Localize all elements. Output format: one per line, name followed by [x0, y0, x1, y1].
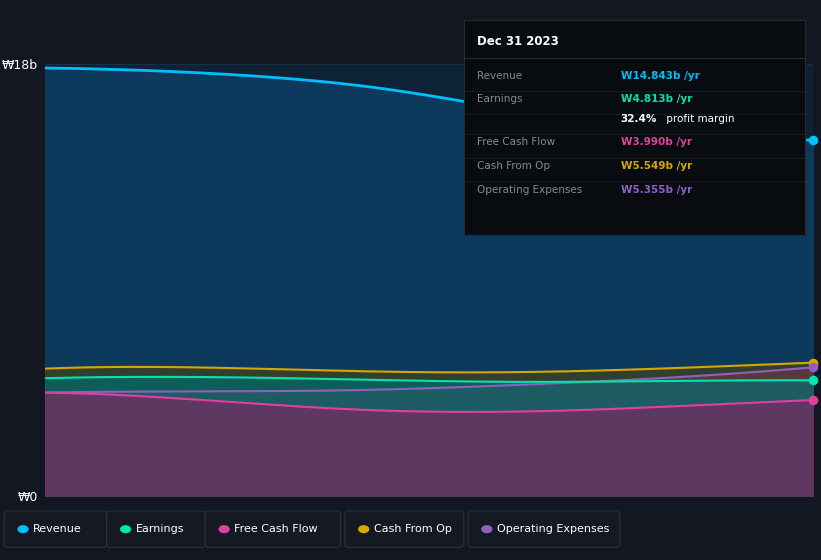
Text: Operating Expenses: Operating Expenses [478, 185, 583, 195]
Text: Revenue: Revenue [478, 71, 523, 81]
Text: profit margin: profit margin [663, 114, 735, 124]
Point [806, 358, 819, 367]
Text: Operating Expenses: Operating Expenses [497, 524, 609, 534]
Text: W4.813b /yr: W4.813b /yr [621, 95, 692, 104]
Point [806, 376, 819, 385]
Text: Earnings: Earnings [135, 524, 184, 534]
Point [806, 363, 819, 372]
Point [806, 395, 819, 404]
Text: Cash From Op: Cash From Op [478, 161, 551, 171]
Text: Free Cash Flow: Free Cash Flow [234, 524, 318, 534]
Text: W14.843b /yr: W14.843b /yr [621, 71, 699, 81]
Text: 32.4%: 32.4% [621, 114, 657, 124]
Text: W3.990b /yr: W3.990b /yr [621, 138, 691, 147]
Text: Cash From Op: Cash From Op [374, 524, 452, 534]
Point [806, 136, 819, 144]
Text: W5.549b /yr: W5.549b /yr [621, 161, 692, 171]
Text: Revenue: Revenue [33, 524, 81, 534]
Text: W5.355b /yr: W5.355b /yr [621, 185, 692, 195]
Text: 2023: 2023 [49, 530, 80, 543]
Text: Free Cash Flow: Free Cash Flow [478, 138, 556, 147]
Text: Earnings: Earnings [478, 95, 523, 104]
Text: Dec 31 2023: Dec 31 2023 [478, 35, 559, 48]
